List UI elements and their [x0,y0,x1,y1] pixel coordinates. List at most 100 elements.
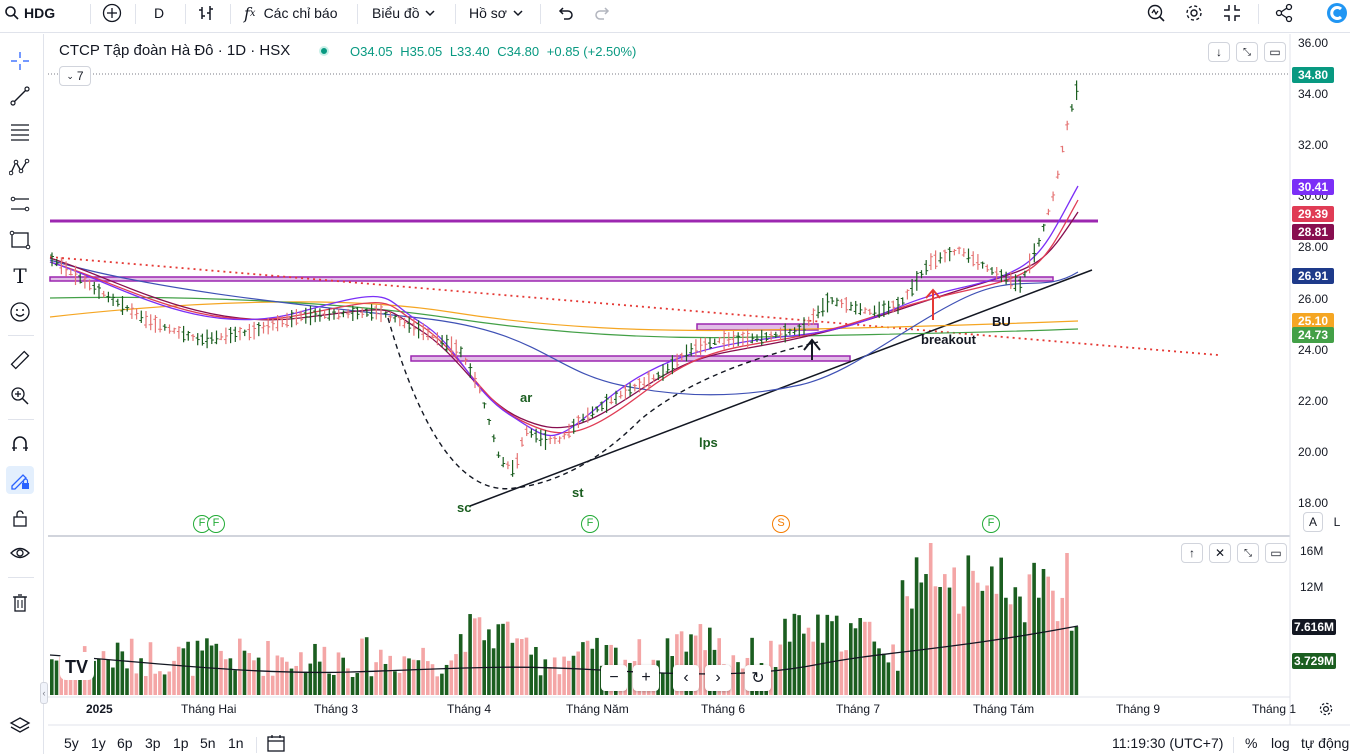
magnet-tool[interactable] [6,430,34,458]
crosshair-tool[interactable] [6,47,34,75]
fullscreen-button[interactable] [1223,0,1241,26]
close-pane-button[interactable]: ✕ [1209,543,1231,563]
redo-button[interactable] [594,0,612,26]
annotation-bu[interactable]: BU [992,314,1011,329]
measure-tool[interactable] [6,346,34,374]
move-pane-up-button[interactable]: ↑ [1181,543,1203,563]
lock-drawing-tool[interactable] [6,466,34,494]
scroll-left-button[interactable]: ‹ [673,665,699,691]
compare-symbol-button[interactable] [102,0,122,26]
range-1d[interactable]: 1n [228,735,244,751]
zoom-tool[interactable] [6,382,34,410]
alert-button[interactable] [1146,0,1166,26]
indicator-collapse-button[interactable]: ⌄ 7 [59,66,91,86]
clock-timezone[interactable]: 11:19:30 (UTC+7) [1112,735,1224,751]
percent-toggle[interactable]: % [1245,735,1258,751]
event-marker[interactable]: F [581,515,599,533]
range-5d[interactable]: 5n [200,735,216,751]
text-tool[interactable]: T [6,262,34,290]
volume-bar [576,651,580,695]
interval-button[interactable]: D [154,0,164,26]
fib-tool[interactable] [6,118,34,146]
price-tag: 24.73 [1292,327,1334,343]
toolbar-divider [540,4,541,24]
prediction-tool[interactable] [6,190,34,218]
ruler-icon [9,349,31,371]
volume-bar [980,590,985,695]
price-tag: 28.81 [1292,223,1334,240]
log-toggle[interactable]: log [1271,735,1290,751]
volume-bar [144,676,148,695]
volume-bar [529,654,533,695]
range-6m[interactable]: 6p [117,735,133,751]
log-scale-button[interactable]: L [1327,512,1347,532]
toolbar-divider [8,419,34,420]
volume-bar [308,663,313,695]
annotation-st[interactable]: st [572,485,584,500]
toolbar-divider [1258,4,1259,24]
volume-bar [552,657,557,695]
range-1y[interactable]: 1y [91,735,106,751]
collapse-toolbar-handle[interactable]: ‹ [40,682,48,704]
profile-menu-button[interactable]: Hồ sơ [469,0,523,26]
delete-drawings-tool[interactable] [6,589,34,617]
annotation-sc[interactable]: sc [457,500,472,515]
auto-scale-button[interactable]: A [1303,512,1323,532]
volume-bar [999,557,1003,695]
share-button[interactable] [1274,0,1294,26]
volume-bar [252,660,256,695]
volume-tick: 12M [1300,580,1324,594]
object-tree-tool[interactable] [6,712,34,740]
volume-bar [233,670,237,695]
volume-bars [50,543,1079,695]
settings-button[interactable] [1184,0,1204,26]
chart-type-button[interactable] [198,0,216,26]
time-label: Tháng 9 [1116,702,1161,716]
go-to-date-button[interactable] [266,734,286,755]
undo-button[interactable] [556,0,574,26]
shape-tool[interactable] [6,226,34,254]
annotation-ar[interactable]: ar [520,390,533,405]
market-status-dot [319,46,329,56]
chart-settings-button[interactable] [1318,701,1334,720]
annotation-breakout[interactable]: breakout [921,332,976,347]
range-3m[interactable]: 3p [145,735,161,751]
maximize-pane-button[interactable]: ▭ [1264,42,1286,62]
volume-bar [275,655,280,695]
event-marker[interactable]: F [207,515,225,533]
symbol-title[interactable]: CTCP Tập đoàn Hà Đô · 1D · HSX [59,42,291,59]
range-1m[interactable]: 1p [173,735,189,751]
emoji-tool[interactable] [6,298,34,326]
chart-menu-button[interactable]: Biểu đồ [372,0,436,26]
event-marker[interactable]: F [982,515,1000,533]
zoom-in-button[interactable]: + [633,665,659,691]
zoom-out-button[interactable]: − [601,665,627,691]
maximize-volume-pane-button[interactable]: ▭ [1265,543,1287,563]
toolbar-divider [185,4,186,24]
scroll-right-button[interactable]: › [705,665,731,691]
auto-toggle[interactable]: tự động [1301,735,1350,751]
annotation-lps[interactable]: lps [699,435,718,450]
hide-drawings-tool[interactable] [6,539,34,567]
pencil-lock-icon [9,469,31,491]
move-pane-down-button[interactable]: ↓ [1208,42,1230,62]
lock-all-tool[interactable] [6,504,34,532]
symbol-search-button[interactable]: HDG [4,0,55,26]
rectangle-icon [9,229,31,251]
collapse-pane-button[interactable]: ⤡ [1236,42,1258,62]
volume-bar [256,657,261,695]
volume-bar [816,614,820,695]
volume-bar [68,672,73,695]
reset-chart-button[interactable]: ↻ [745,665,771,691]
event-marker[interactable]: S [772,515,790,533]
volume-bar [773,667,778,695]
volume-bar [947,587,952,695]
collapse-volume-pane-button[interactable]: ⤡ [1237,543,1259,563]
layers-icon [9,715,31,737]
range-5y[interactable]: 5y [64,735,79,751]
trend-line-tool[interactable] [6,82,34,110]
volume-bar [957,613,961,695]
pattern-tool[interactable] [6,154,34,182]
